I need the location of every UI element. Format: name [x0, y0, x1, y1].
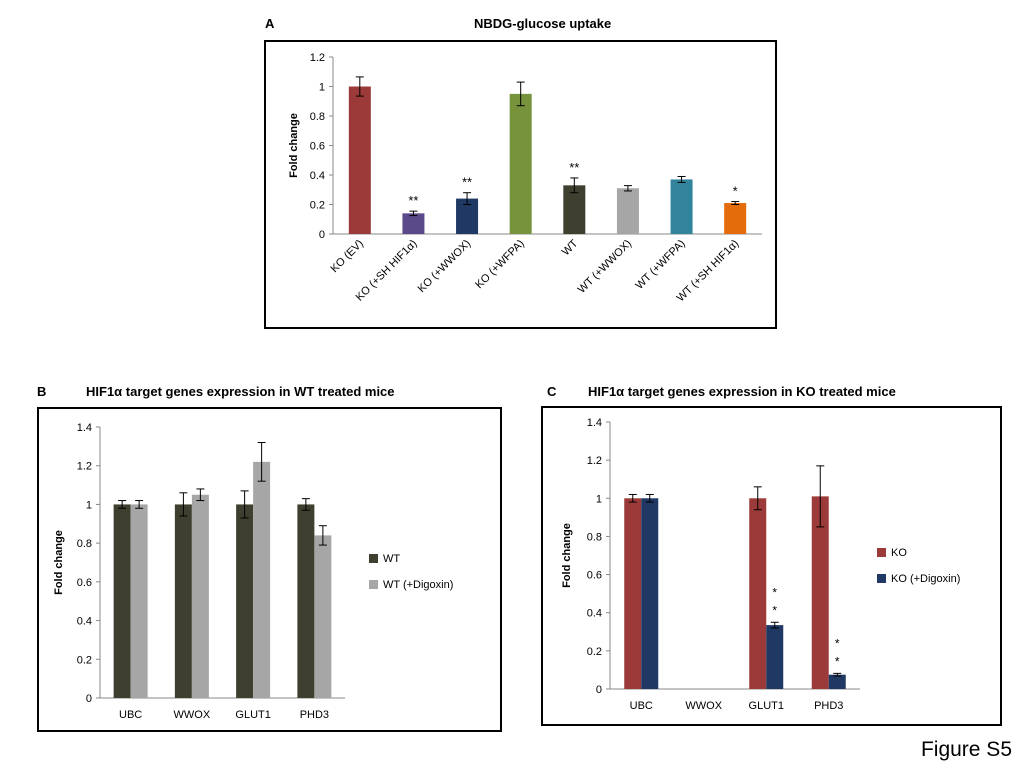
chart-b-y-tick-label: 1.4	[77, 422, 92, 434]
chart-c-bar	[811, 496, 829, 689]
chart-a-bar	[456, 198, 479, 234]
chart-a-significance-label: **	[462, 175, 472, 190]
chart-a-y-tick-label: 0.8	[310, 111, 325, 123]
chart-b-y-tick-label: 0	[86, 693, 92, 705]
chart-b-y-tick-label: 0.2	[77, 654, 92, 666]
panel-c-letter: C	[547, 384, 557, 399]
chart-b-legend-swatch	[369, 580, 378, 589]
chart-a-bar	[670, 179, 693, 234]
chart-b-y-tick-label: 0.8	[77, 538, 92, 550]
chart-b-bar	[297, 504, 315, 698]
chart-c-bar	[828, 674, 846, 689]
chart-c-y-axis-label: Fold change	[561, 523, 573, 588]
chart-b-legend-label: WT (+Digoxin)	[383, 579, 453, 591]
chart-c-significance-label: *	[772, 585, 777, 599]
chart-c-y-tick-label: 1	[596, 493, 602, 505]
panel-c-title: HIF1α target genes expression in KO trea…	[588, 384, 896, 399]
chart-a-y-axis-label: Fold change	[288, 113, 300, 178]
panel-c-frame	[541, 406, 1002, 726]
chart-a-bar	[724, 203, 747, 234]
panel-a-frame	[264, 40, 777, 329]
chart-b-bar	[130, 504, 148, 698]
chart-a-significance-label: *	[733, 184, 738, 199]
chart-c-y-tick-label: 0	[596, 684, 602, 696]
chart-a-y-tick-label: 1.2	[310, 52, 325, 64]
chart-b-y-axis-label: Fold change	[53, 530, 65, 595]
chart-b-bar	[191, 494, 209, 698]
chart-a-y-tick-label: 0.2	[310, 200, 325, 212]
chart-a-bar	[563, 185, 586, 234]
chart-b-bar	[174, 504, 192, 698]
chart-b-x-tick-label: WWOX	[174, 709, 211, 721]
chart-a-significance-label: **	[569, 160, 579, 175]
chart-a-y-tick-label: 0	[319, 229, 325, 241]
chart-a-y-tick-label: 0.6	[310, 141, 325, 153]
chart-a-significance-label: **	[408, 193, 418, 208]
panel-a-letter: A	[265, 16, 275, 31]
chart-b-bar	[113, 504, 131, 698]
chart-c-y-tick-label: 0.6	[587, 570, 602, 582]
chart-a-bar	[616, 188, 639, 234]
chart-b-bar	[314, 535, 332, 698]
chart-c-x-tick-label: UBC	[630, 700, 653, 712]
chart-b-bar	[253, 461, 271, 698]
chart-b-legend-label: WT	[383, 553, 400, 565]
chart-c-y-tick-label: 0.4	[587, 608, 602, 620]
chart-a-bar	[509, 93, 532, 234]
chart-c-bar	[624, 498, 642, 689]
chart-a-bar	[402, 213, 425, 234]
chart-b-y-tick-label: 1.2	[77, 461, 92, 473]
chart-b-y-tick-label: 0.6	[77, 577, 92, 589]
chart-a-y-tick-label: 1	[319, 82, 325, 94]
panel-b-frame	[37, 407, 502, 732]
chart-b-legend-swatch	[369, 554, 378, 563]
chart-a-y-tick-label: 0.4	[310, 170, 325, 182]
chart-c-x-tick-label: GLUT1	[749, 700, 784, 712]
chart-c-significance-label: *	[772, 603, 777, 617]
chart-b-bar	[236, 504, 254, 698]
chart-c-legend-label: KO	[891, 547, 907, 559]
chart-b-x-tick-label: PHD3	[300, 709, 329, 721]
chart-c-y-tick-label: 1.4	[587, 417, 602, 429]
panel-a-title: NBDG-glucose uptake	[474, 16, 612, 31]
chart-c-y-tick-label: 1.2	[587, 455, 602, 467]
figure-label: Figure S5	[920, 738, 1012, 761]
chart-a-bar	[348, 86, 371, 234]
chart-c-y-tick-label: 0.8	[587, 531, 602, 543]
panel-b-title: HIF1α target genes expression in WT trea…	[86, 384, 395, 399]
panel-b-letter: B	[37, 384, 47, 399]
chart-c-y-tick-label: 0.2	[587, 646, 602, 658]
chart-c-bar	[766, 625, 784, 689]
chart-c-x-tick-label: PHD3	[814, 700, 843, 712]
chart-c-bar	[641, 498, 659, 689]
chart-c-significance-label: *	[835, 654, 840, 668]
chart-c-legend-label: KO (+Digoxin)	[891, 573, 960, 585]
chart-c-legend-swatch	[877, 548, 886, 557]
chart-b-x-tick-label: GLUT1	[235, 709, 270, 721]
chart-b-x-tick-label: UBC	[119, 709, 142, 721]
chart-c-bar	[749, 498, 767, 689]
chart-b-y-tick-label: 1	[86, 499, 92, 511]
chart-c-significance-label: *	[835, 636, 840, 650]
chart-c-x-tick-label: WWOX	[685, 700, 722, 712]
chart-c-legend-swatch	[877, 574, 886, 583]
chart-b-y-tick-label: 0.4	[77, 616, 92, 628]
